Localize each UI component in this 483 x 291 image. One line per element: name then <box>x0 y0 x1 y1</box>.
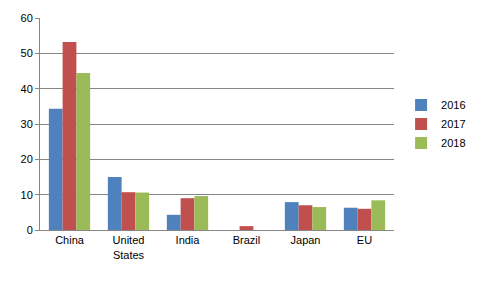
svg-text:Brazil: Brazil <box>233 234 261 246</box>
svg-text:UnitedStates: UnitedStates <box>113 234 145 260</box>
svg-text:2016: 2016 <box>441 99 465 111</box>
svg-text:2018: 2018 <box>441 137 465 149</box>
svg-text:India: India <box>176 234 201 246</box>
svg-text:0: 0 <box>27 224 33 236</box>
svg-text:China: China <box>55 234 85 246</box>
svg-text:EU: EU <box>357 234 372 246</box>
svg-text:50: 50 <box>21 47 33 59</box>
svg-text:10: 10 <box>21 189 33 201</box>
svg-text:2017: 2017 <box>441 118 465 130</box>
svg-text:Japan: Japan <box>291 234 321 246</box>
svg-text:30: 30 <box>21 118 33 130</box>
svg-text:20: 20 <box>21 153 33 165</box>
svg-text:60: 60 <box>21 12 33 24</box>
svg-text:40: 40 <box>21 83 33 95</box>
